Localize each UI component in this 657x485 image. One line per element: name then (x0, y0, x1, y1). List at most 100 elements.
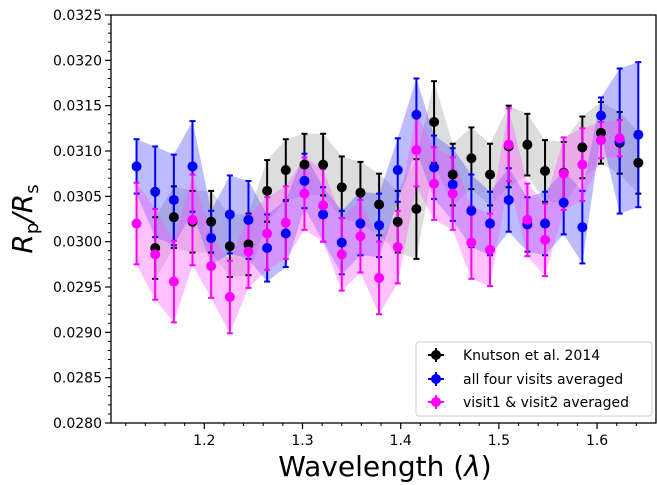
data-point-series-1 (392, 165, 403, 176)
data-point-series-1 (243, 214, 254, 225)
data-point-series-1 (355, 218, 366, 229)
data-point-series-0 (262, 185, 273, 196)
legend-label-all-four: all four visits averaged (463, 372, 623, 388)
data-point-series-1 (280, 228, 291, 239)
x-tick-label: 1.4 (390, 433, 412, 449)
y-tick-label: 0.0300 (53, 235, 102, 251)
error-band-series-2 (136, 108, 620, 334)
legend-label-knutson: Knutson et al. 2014 (463, 348, 600, 364)
legend-box (415, 341, 653, 417)
data-point-series-1 (374, 220, 385, 231)
y-axis-label-main: R (6, 234, 39, 253)
data-point-series-2 (243, 246, 254, 257)
data-point-series-1 (336, 237, 347, 248)
x-axis-label: Wavelength (λ) (278, 450, 491, 483)
data-point-series-0 (633, 157, 644, 168)
y-axis-label-sub2: s (22, 184, 43, 193)
data-point-series-2 (466, 237, 477, 248)
data-point-series-1 (411, 109, 422, 120)
data-point-series-2 (558, 168, 569, 179)
data-point-series-1 (596, 110, 607, 121)
data-point-series-0 (299, 159, 310, 170)
legend-entry-all-four: all four visits averaged (428, 372, 623, 388)
data-point-series-0 (522, 139, 533, 150)
data-point-series-1 (429, 162, 440, 173)
data-point-series-1 (447, 179, 458, 190)
plot-frame (110, 14, 657, 424)
data-point-series-0 (280, 165, 291, 176)
data-point-series-1 (187, 161, 198, 172)
data-point-series-1 (577, 222, 588, 233)
data-point-series-2 (224, 291, 235, 302)
data-point-series-2 (540, 234, 551, 245)
data-point-series-1 (633, 129, 644, 140)
x-tick-label: 1.5 (488, 433, 510, 449)
data-point-series-1 (540, 218, 551, 229)
data-point-series-1 (206, 233, 217, 244)
data-point-series-2 (336, 249, 347, 260)
data-point-series-0 (392, 216, 403, 227)
y-tick-label: 0.0310 (53, 144, 102, 160)
data-point-series-2 (614, 133, 625, 144)
data-point-series-1 (466, 205, 477, 216)
data-point-series-0 (206, 216, 217, 227)
data-point-series-0 (224, 241, 235, 252)
data-point-series-0 (577, 142, 588, 153)
x-tick-label: 1.6 (586, 433, 608, 449)
y-tick-label: 0.0280 (53, 416, 102, 432)
data-point-series-2 (299, 188, 310, 199)
data-point-series-0 (243, 239, 254, 250)
data-point-series-2 (485, 244, 496, 255)
data-point-series-1 (262, 243, 273, 254)
error-bands (136, 62, 639, 334)
y-tick-label: 0.0315 (53, 99, 102, 115)
y-axis-label: Rp/Rs (6, 184, 43, 253)
data-point-series-1 (168, 194, 179, 205)
data-point-series-2 (522, 214, 533, 225)
data-point-series-1 (131, 161, 142, 172)
x-tick-label: 1.2 (193, 433, 215, 449)
data-point-series-2 (411, 145, 422, 156)
data-point-series-2 (131, 218, 142, 229)
data-point-series-2 (429, 178, 440, 189)
legend-marker-knutson (431, 350, 441, 360)
data-point-series-0 (540, 165, 551, 176)
legend: Knutson et al. 2014 all four visits aver… (415, 341, 653, 417)
data-point-series-0 (485, 169, 496, 180)
data-point-series-1 (503, 194, 514, 205)
data-point-series-0 (336, 182, 347, 193)
data-point-series-2 (447, 188, 458, 199)
legend-label-visit12: visit1 & visit2 averaged (463, 395, 629, 411)
x-axis-label-text: Wavelength ( (278, 450, 464, 483)
y-tick-label: 0.0295 (53, 280, 102, 296)
data-point-series-0 (447, 169, 458, 180)
data-point-series-0 (374, 199, 385, 210)
data-point-series-0 (411, 204, 422, 215)
y-tick-label: 0.0305 (53, 189, 102, 205)
data-point-series-2 (392, 242, 403, 253)
legend-marker-visit12 (431, 397, 441, 407)
y-axis-label-sub1: p (22, 223, 43, 234)
error-band-series-0 (155, 81, 639, 279)
y-tick-label: 0.0325 (53, 8, 102, 24)
data-point-series-0 (355, 187, 366, 198)
data-point-series-2 (168, 276, 179, 287)
data-point-series-0 (168, 212, 179, 223)
x-axis-label-close: ) (481, 450, 492, 483)
data-point-series-2 (318, 200, 329, 211)
legend-entry-visit12: visit1 & visit2 averaged (428, 395, 629, 411)
y-tick-label: 0.0320 (53, 53, 102, 69)
data-points (131, 109, 644, 302)
y-axis-label-slash: /R (6, 194, 39, 226)
y-axis-ticks: 0.0280 0.0285 0.0290 0.0295 0.0300 0.0305 0.03… (53, 8, 111, 432)
data-point-series-2 (187, 214, 198, 225)
data-point-series-1 (318, 209, 329, 220)
data-point-series-0 (466, 153, 477, 164)
y-tick-label: 0.0290 (53, 325, 102, 341)
data-point-series-1 (558, 197, 569, 208)
data-point-series-1 (150, 186, 161, 197)
data-point-series-2 (503, 139, 514, 150)
x-axis-label-symbol: λ (462, 450, 481, 483)
legend-entry-knutson: Knutson et al. 2014 (428, 348, 600, 364)
